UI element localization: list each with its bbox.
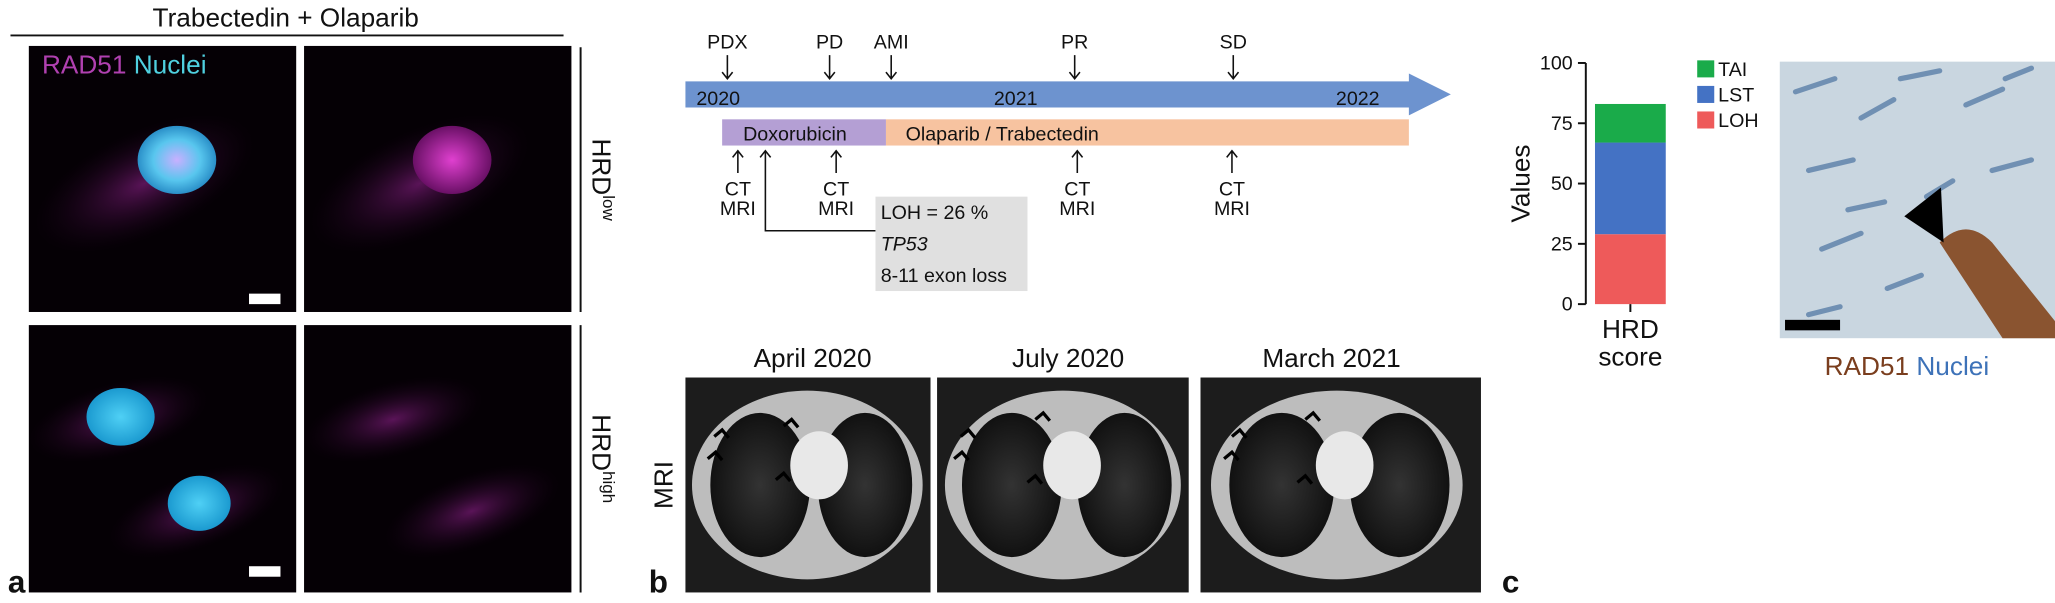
row-label-sup: low (599, 195, 618, 221)
event-label: SD (1220, 32, 1247, 54)
y-axis-label: Values (1505, 144, 1535, 222)
y-tick-label: 100 (1540, 53, 1573, 75)
imaging-label: MRI (818, 198, 854, 220)
imaging-label: CT (1064, 178, 1090, 200)
treatment-bar (885, 119, 1409, 146)
year-label: 2020 (696, 88, 740, 110)
row-label-sup: high (599, 471, 618, 503)
event-label: PR (1061, 32, 1088, 54)
mri-date: March 2021 (1262, 343, 1400, 373)
event-label: AMI (874, 32, 909, 54)
genomics-text: LOH = 26 % (881, 202, 989, 224)
imaging-label: MRI (720, 198, 756, 220)
imaging-label: CT (725, 178, 751, 200)
legend-swatch (1697, 111, 1715, 129)
row-label-base: HRD (586, 138, 616, 195)
legend-label: LOH (1718, 110, 1758, 132)
genomics-text: TP53 (881, 233, 928, 255)
event-label: PD (816, 32, 843, 54)
bar-segment (1594, 103, 1666, 143)
panel-letter: b (649, 564, 668, 599)
row-label-base: HRD (586, 414, 616, 471)
imaging-label: MRI (1059, 198, 1095, 220)
event-label: PDX (707, 32, 747, 54)
treatment-bar (722, 119, 886, 146)
mri-images (685, 377, 1481, 593)
event-arrows (721, 55, 1240, 232)
y-tick-label: 0 (1562, 294, 1573, 316)
year-label: 2021 (994, 88, 1038, 110)
bar-segment (1594, 142, 1666, 235)
imaging-label: MRI (1214, 198, 1250, 220)
legend-label: LST (1718, 85, 1754, 107)
genomics-text: 8-11 exon loss (881, 265, 1007, 287)
legend-swatch (1697, 60, 1715, 78)
stain-legend: RAD51 Nuclei (42, 49, 207, 79)
panel-letter: a (8, 564, 26, 599)
treatment-label: Doxorubicin (743, 123, 847, 145)
y-tick-label: 25 (1551, 233, 1573, 255)
y-tick-label: 50 (1551, 173, 1573, 195)
mri-date: April 2020 (754, 343, 872, 373)
genomics-box (875, 196, 1028, 292)
micrograph-grid: RAD51 Nuclei (28, 45, 572, 593)
histology (1779, 61, 2055, 339)
imaging-label: CT (823, 178, 849, 200)
year-label: 2022 (1336, 88, 1380, 110)
panel-title: Trabectedin + Olaparib (153, 2, 419, 32)
stacked-bar-chart: 0 25 50 75 100 Values HRD score LOH LST TAI (1505, 53, 1758, 372)
x-tick-label: HRD score (1598, 314, 1662, 372)
row-label: HRDhigh (586, 414, 617, 503)
mri-date: July 2020 (1012, 343, 1124, 373)
legend-label: TAI (1718, 59, 1747, 81)
y-tick-label: 75 (1551, 113, 1573, 135)
imaging-labels: CT MRI CT MRI CT MRI CT MRI (720, 178, 1250, 220)
panel-letter: c (1502, 564, 1519, 599)
treatment-label: Olaparib / Trabectedin (906, 123, 1099, 145)
timeline-arrow (685, 73, 1451, 116)
mri-label: MRI (648, 461, 678, 509)
imaging-label: CT (1219, 178, 1245, 200)
bar-segment (1594, 234, 1666, 305)
stain-label: RAD51 (42, 49, 126, 79)
stain-label: Nuclei (134, 49, 207, 79)
stain-label: RAD51 (1825, 351, 1909, 381)
stain-label: Nuclei (1916, 351, 1989, 381)
legend-swatch (1697, 85, 1715, 103)
stain-legend: RAD51 Nuclei (1825, 351, 1990, 381)
row-label: HRDlow (586, 138, 617, 221)
